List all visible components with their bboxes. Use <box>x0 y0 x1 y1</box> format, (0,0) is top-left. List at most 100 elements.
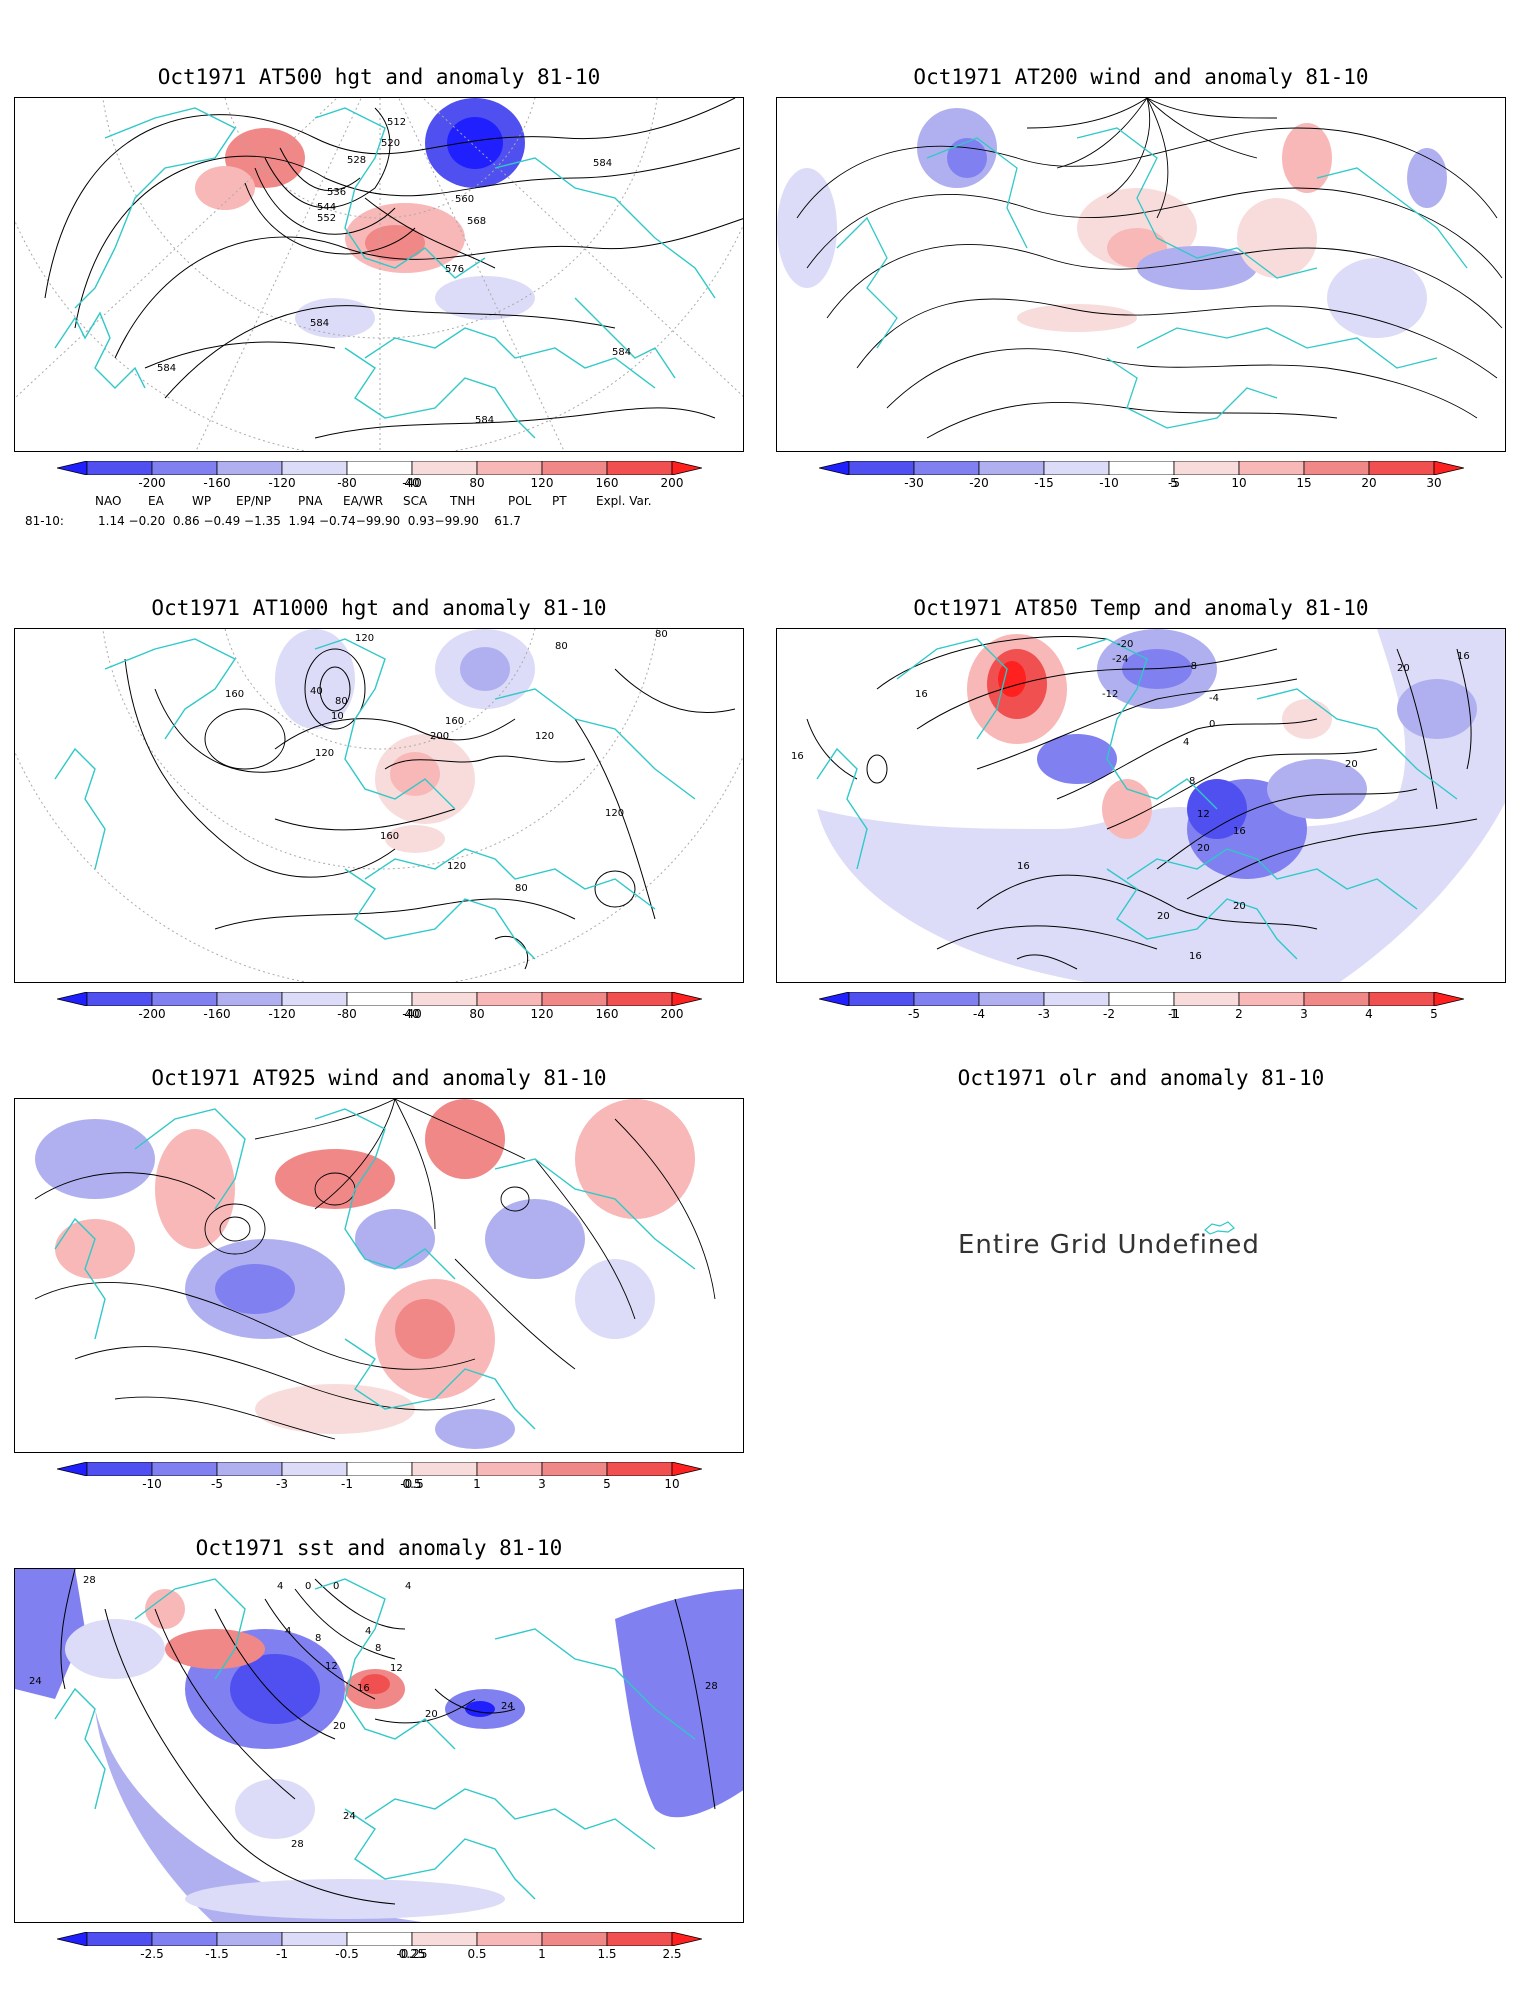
panel-title-500: Oct1971 AT500 hgt and anomaly 81-10 <box>157 65 601 89</box>
contour-labels: 28 4 0 0 4 4 8 4 8 12 12 16 20 20 24 24 … <box>29 1575 718 1850</box>
contour-label: 80 <box>335 696 348 707</box>
map-panel-sst: 28 4 0 0 4 4 8 4 8 12 12 16 20 20 24 24 … <box>14 1568 744 1923</box>
colorbar-swatch <box>671 1461 703 1477</box>
colorbar-swatch <box>1238 460 1305 476</box>
panel-title-sst: Oct1971 sst and anomaly 81-10 <box>195 1536 563 1560</box>
contour-label: 16 <box>357 1683 370 1694</box>
colorbar-swatch <box>606 1931 673 1947</box>
map-1000: 120 160 40 80 10 200 160 120 80 120 160 … <box>15 629 743 982</box>
contour-label: 28 <box>705 1681 718 1692</box>
contour-label: 120 <box>355 633 374 644</box>
colorbar-swatch <box>848 991 915 1007</box>
contour-label: 120 <box>535 731 554 742</box>
contour-label: 160 <box>380 831 399 842</box>
colorbar-swatch <box>1108 460 1175 476</box>
colorbar-tick-label: -4 <box>973 1007 985 1021</box>
colorbar-swatch <box>411 991 478 1007</box>
colorbar-tick-label: -3 <box>276 1477 288 1491</box>
contour-label: 20 <box>1233 901 1246 912</box>
colorbar-swatch <box>216 460 283 476</box>
contour-label: -12 <box>1102 689 1118 700</box>
colorbar-tick-label: -20 <box>969 476 989 490</box>
colorbar-tick-label: -120 <box>268 476 296 490</box>
contour-label: 520 <box>381 138 400 149</box>
colorbar-tick-label: 0.5 <box>467 1947 487 1961</box>
colorbar-tick-label: 1 <box>538 1947 546 1961</box>
colorbar-1000 <box>56 991 703 1007</box>
colorbar-labels-850: -5 -4 -3 -2 -1 1 2 3 4 5 <box>819 1007 1464 1023</box>
contour-label: 200 <box>430 731 449 742</box>
colorbar-tick-label: -40 <box>402 476 422 490</box>
contour-label: 20 <box>1157 911 1170 922</box>
colorbar-200 <box>818 460 1465 476</box>
colorbar-tick-label: -120 <box>268 1007 296 1021</box>
temperature-contours <box>806 635 1478 970</box>
colorbar-tick-label: 30 <box>1426 476 1442 490</box>
contour-label: -20 <box>1117 639 1133 650</box>
colorbar-swatch <box>671 991 703 1007</box>
colorbar-tick-label: -80 <box>337 476 357 490</box>
contour-label: 0 <box>1209 719 1215 730</box>
colorbar-swatch <box>86 991 153 1007</box>
contour-label: 584 <box>157 363 176 374</box>
contour-label: 568 <box>467 216 486 227</box>
colorbar-tick-label: -10 <box>1099 476 1119 490</box>
anomaly-shading <box>275 629 535 853</box>
olr-map-fragment <box>1204 1221 1235 1235</box>
colorbar-swatch <box>606 991 673 1007</box>
colorbar-850 <box>818 991 1465 1007</box>
colorbar-swatch <box>56 460 88 476</box>
colorbar-swatch <box>86 1461 153 1477</box>
index-header-eawr: EA/WR <box>343 494 384 508</box>
map-panel-1000: 120 160 40 80 10 200 160 120 80 120 160 … <box>14 628 744 983</box>
colorbar-swatch <box>281 1931 348 1947</box>
colorbar-tick-label: -3 <box>1038 1007 1050 1021</box>
colorbar-swatch <box>411 1461 478 1477</box>
colorbar-swatch <box>216 1931 283 1947</box>
contour-label: 584 <box>310 318 329 329</box>
colorbar-swatch <box>1368 991 1435 1007</box>
colorbar-tick-label: 3 <box>1300 1007 1308 1021</box>
colorbar-tick-label: -2 <box>1103 1007 1115 1021</box>
colorbar-tick-label: 5 <box>1430 1007 1438 1021</box>
contour-label: 120 <box>605 808 624 819</box>
anomaly-shading <box>15 1569 743 1922</box>
colorbar-swatch <box>541 991 608 1007</box>
index-header-epnp: EP/NP <box>236 494 272 508</box>
colorbar-tick-label: -1 <box>341 1477 353 1491</box>
colorbar-swatch <box>151 991 218 1007</box>
colorbar-swatch <box>56 1931 88 1947</box>
panel-title-olr: Oct1971 olr and anomaly 81-10 <box>957 1066 1325 1090</box>
index-header-wp: WP <box>192 494 212 508</box>
colorbar-tick-label: -30 <box>904 476 924 490</box>
colorbar-swatch <box>671 460 703 476</box>
colorbar-swatch <box>848 460 915 476</box>
height-contours <box>124 648 736 970</box>
contour-label: 28 <box>291 1839 304 1850</box>
colorbar-swatch <box>216 991 283 1007</box>
index-header-sca: SCA <box>403 494 428 508</box>
colorbar-tick-label: 3 <box>538 1477 546 1491</box>
colorbar-swatch <box>411 1931 478 1947</box>
colorbar-tick-label: -2.5 <box>140 1947 164 1961</box>
contour-label: 4 <box>405 1581 411 1592</box>
colorbar-tick-label: -200 <box>138 1007 166 1021</box>
teleconnection-indices: NAO EA WP EP/NP PNA EA/WR SCA TNH POL PT… <box>0 494 744 534</box>
contour-label: 8 <box>315 1633 321 1644</box>
colorbar-swatch <box>541 460 608 476</box>
contour-label: 584 <box>612 347 631 358</box>
map-925 <box>34 1099 716 1449</box>
colorbar-swatch <box>1043 460 1110 476</box>
contour-label: 8 <box>375 1643 381 1654</box>
colorbar-tick-label: -15 <box>1034 476 1054 490</box>
colorbar-tick-label: 0.5 <box>402 1477 422 1491</box>
contour-label: 528 <box>347 155 366 166</box>
colorbar-tick-label: 1 <box>473 1477 481 1491</box>
colorbar-swatch <box>476 991 543 1007</box>
colorbar-swatch <box>1173 460 1240 476</box>
contour-label: 120 <box>315 748 334 759</box>
colorbar-labels-925: -10 -5 -3 -1 -0.5 0.5 1 3 5 10 <box>57 1477 702 1493</box>
contour-label: 24 <box>501 1701 514 1712</box>
streamlines <box>34 1099 716 1440</box>
colorbar-swatch <box>346 991 413 1007</box>
